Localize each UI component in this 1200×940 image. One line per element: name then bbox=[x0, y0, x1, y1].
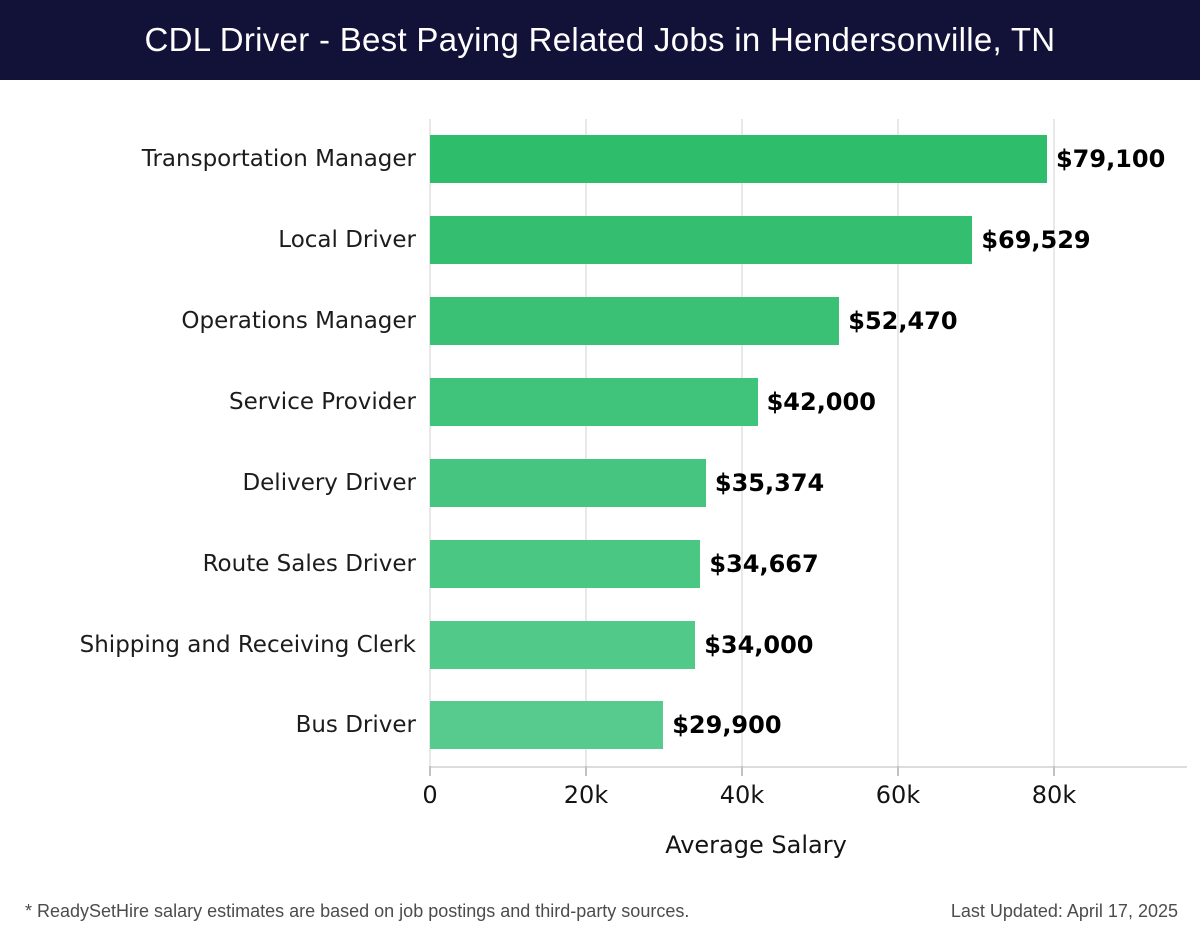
category-label: Route Sales Driver bbox=[202, 550, 416, 577]
bar-value-label: $79,100 bbox=[1055, 145, 1166, 174]
tick-mark bbox=[585, 766, 587, 776]
bar bbox=[430, 216, 973, 265]
bar-value-label: $52,470 bbox=[848, 307, 958, 336]
gridline bbox=[741, 119, 743, 766]
bar-value-label: $69,529 bbox=[981, 226, 1091, 255]
x-axis-line bbox=[430, 766, 1187, 768]
category-label: Shipping and Receiving Clerk bbox=[79, 631, 416, 658]
bar-value-label: $34,667 bbox=[709, 549, 819, 578]
tick-mark bbox=[741, 766, 743, 776]
x-axis-title: Average Salary bbox=[665, 831, 847, 859]
bar bbox=[430, 539, 701, 588]
bar-value-label: $35,374 bbox=[714, 468, 825, 497]
category-label: Delivery Driver bbox=[242, 469, 416, 496]
category-label: Local Driver bbox=[278, 227, 416, 254]
gridline bbox=[585, 119, 587, 766]
category-label: Operations Manager bbox=[181, 308, 416, 335]
bar bbox=[430, 701, 664, 750]
tick-label: 40k bbox=[719, 781, 765, 809]
last-updated: Last Updated: April 17, 2025 bbox=[950, 901, 1178, 921]
gridline bbox=[429, 119, 431, 766]
gridline bbox=[1053, 119, 1055, 766]
tick-mark bbox=[897, 766, 899, 776]
header-bar: CDL Driver - Best Paying Related Jobs in… bbox=[0, 0, 1200, 80]
tick-mark bbox=[429, 766, 431, 776]
bar-value-label: $34,000 bbox=[704, 630, 814, 659]
tick-mark bbox=[1053, 766, 1055, 776]
gridline bbox=[897, 119, 899, 766]
tick-label: 80k bbox=[1031, 781, 1077, 809]
bar bbox=[430, 297, 840, 346]
bar bbox=[430, 377, 758, 426]
bar bbox=[430, 620, 696, 669]
bar-value-label: $29,900 bbox=[672, 711, 782, 740]
tick-label: 0 bbox=[422, 781, 438, 809]
tick-label: 20k bbox=[563, 781, 609, 809]
page-title: CDL Driver - Best Paying Related Jobs in… bbox=[144, 21, 1056, 58]
category-label: Service Provider bbox=[228, 388, 416, 415]
footnote: * ReadySetHire salary estimates are base… bbox=[25, 901, 690, 921]
bar bbox=[430, 458, 706, 507]
category-label: Transportation Manager bbox=[141, 146, 416, 173]
tick-label: 60k bbox=[875, 781, 921, 809]
bar bbox=[430, 135, 1047, 184]
category-label: Bus Driver bbox=[295, 712, 416, 739]
bar-value-label: $42,000 bbox=[766, 387, 876, 416]
